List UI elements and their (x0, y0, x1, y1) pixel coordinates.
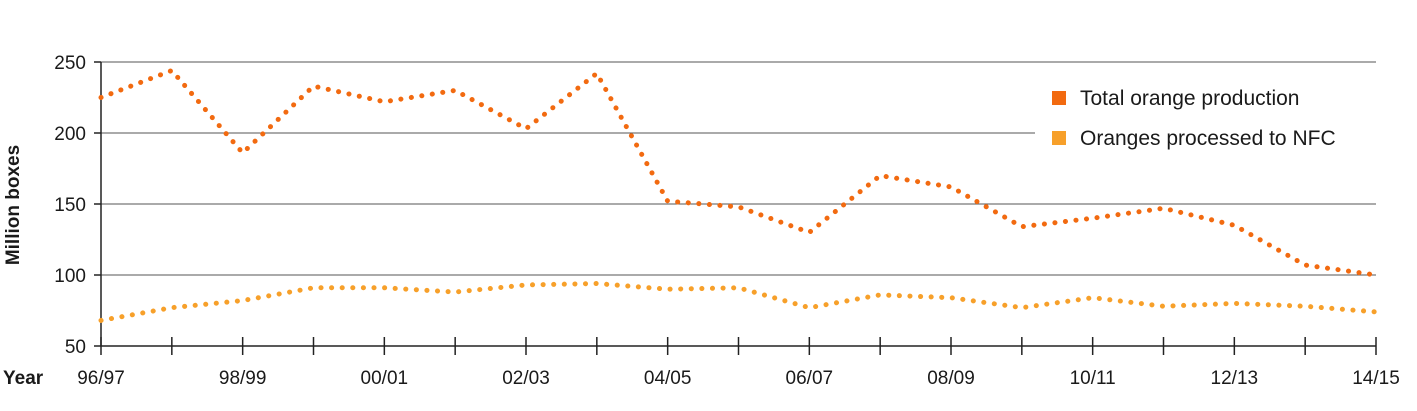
legend-swatch-0 (1052, 91, 1066, 105)
x-tick-label: 02/03 (502, 368, 550, 389)
x-tick-label: 04/05 (644, 368, 692, 389)
y-tick-label: 150 (54, 195, 86, 216)
gridlines (101, 61, 1376, 276)
legend-label-1: Oranges processed to NFC (1080, 127, 1336, 150)
series-lines (98, 68, 1379, 323)
legend-swatch-1 (1052, 131, 1066, 145)
legend-label-0: Total orange production (1080, 87, 1300, 110)
x-tick-label: 96/97 (77, 368, 125, 389)
x-tick-label: 00/01 (361, 368, 409, 389)
x-tick-label: 12/13 (1211, 368, 1259, 389)
legend: Total orange production Oranges processed… (1052, 87, 1336, 150)
x-tick-label: 10/11 (1070, 368, 1116, 389)
y-tick-label: 250 (54, 53, 86, 74)
y-tick-label: 200 (54, 124, 86, 145)
y-tick-label: 50 (65, 337, 86, 358)
y-axis-ticks: 50 100 150 200 250 (54, 53, 101, 358)
y-axis-title: Million boxes (3, 145, 24, 265)
x-axis-title: Year (3, 368, 44, 389)
series-line-1 (98, 281, 1379, 323)
x-tick-label: 14/15 (1352, 368, 1400, 389)
x-axis-ticks: 96/97 98/99 00/01 02/03 04/05 06/07 08/09 10/11… (77, 337, 1400, 389)
y-tick-label: 100 (54, 266, 86, 287)
x-tick-label: 08/09 (927, 368, 975, 389)
x-tick-label: 06/07 (786, 368, 834, 389)
x-tick-label: 98/99 (219, 368, 267, 389)
